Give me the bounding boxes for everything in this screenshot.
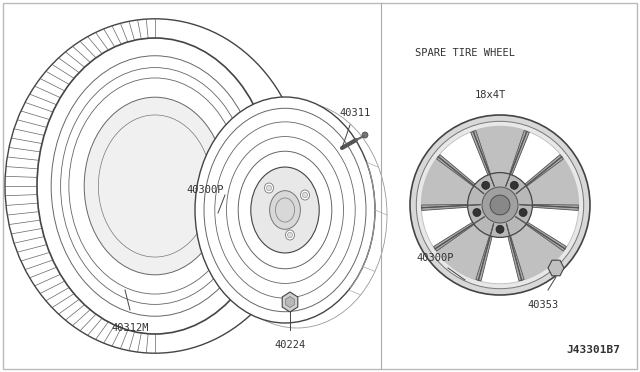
- Ellipse shape: [266, 185, 271, 191]
- Polygon shape: [520, 204, 579, 211]
- Text: 40300P: 40300P: [186, 185, 224, 195]
- Ellipse shape: [195, 97, 375, 323]
- Circle shape: [420, 126, 579, 284]
- Circle shape: [416, 121, 584, 289]
- Ellipse shape: [285, 230, 294, 240]
- Text: 40311: 40311: [339, 108, 371, 118]
- Circle shape: [410, 115, 590, 295]
- Circle shape: [519, 209, 527, 217]
- Text: 40353: 40353: [527, 300, 559, 310]
- Circle shape: [510, 181, 518, 189]
- Ellipse shape: [269, 191, 300, 229]
- Polygon shape: [470, 131, 495, 187]
- Polygon shape: [422, 204, 480, 211]
- Circle shape: [490, 195, 510, 215]
- Polygon shape: [548, 260, 564, 276]
- Polygon shape: [433, 215, 484, 251]
- Circle shape: [473, 209, 481, 217]
- Ellipse shape: [251, 167, 319, 253]
- Circle shape: [468, 173, 532, 237]
- Circle shape: [482, 187, 518, 223]
- Polygon shape: [481, 224, 519, 283]
- Polygon shape: [508, 132, 560, 192]
- Text: 40312M: 40312M: [111, 323, 148, 333]
- Polygon shape: [505, 224, 524, 281]
- Text: SPARE TIRE WHEEL: SPARE TIRE WHEEL: [415, 48, 515, 58]
- Circle shape: [362, 132, 368, 138]
- Ellipse shape: [264, 183, 273, 193]
- Text: 40224: 40224: [275, 340, 306, 350]
- Ellipse shape: [303, 192, 307, 198]
- Polygon shape: [516, 215, 566, 251]
- Circle shape: [482, 181, 490, 189]
- Text: J43301B7: J43301B7: [566, 345, 620, 355]
- Ellipse shape: [301, 190, 310, 200]
- Polygon shape: [285, 296, 294, 308]
- Polygon shape: [436, 155, 485, 194]
- Text: 40300P: 40300P: [416, 253, 454, 263]
- Polygon shape: [440, 132, 493, 192]
- Circle shape: [496, 225, 504, 233]
- Polygon shape: [476, 224, 495, 281]
- Ellipse shape: [84, 97, 226, 275]
- Polygon shape: [515, 155, 563, 194]
- Polygon shape: [506, 131, 529, 187]
- Polygon shape: [282, 292, 298, 312]
- Polygon shape: [516, 206, 578, 247]
- Ellipse shape: [37, 38, 273, 334]
- Polygon shape: [422, 206, 483, 247]
- Ellipse shape: [287, 232, 292, 238]
- Text: 18x4T: 18x4T: [474, 90, 506, 100]
